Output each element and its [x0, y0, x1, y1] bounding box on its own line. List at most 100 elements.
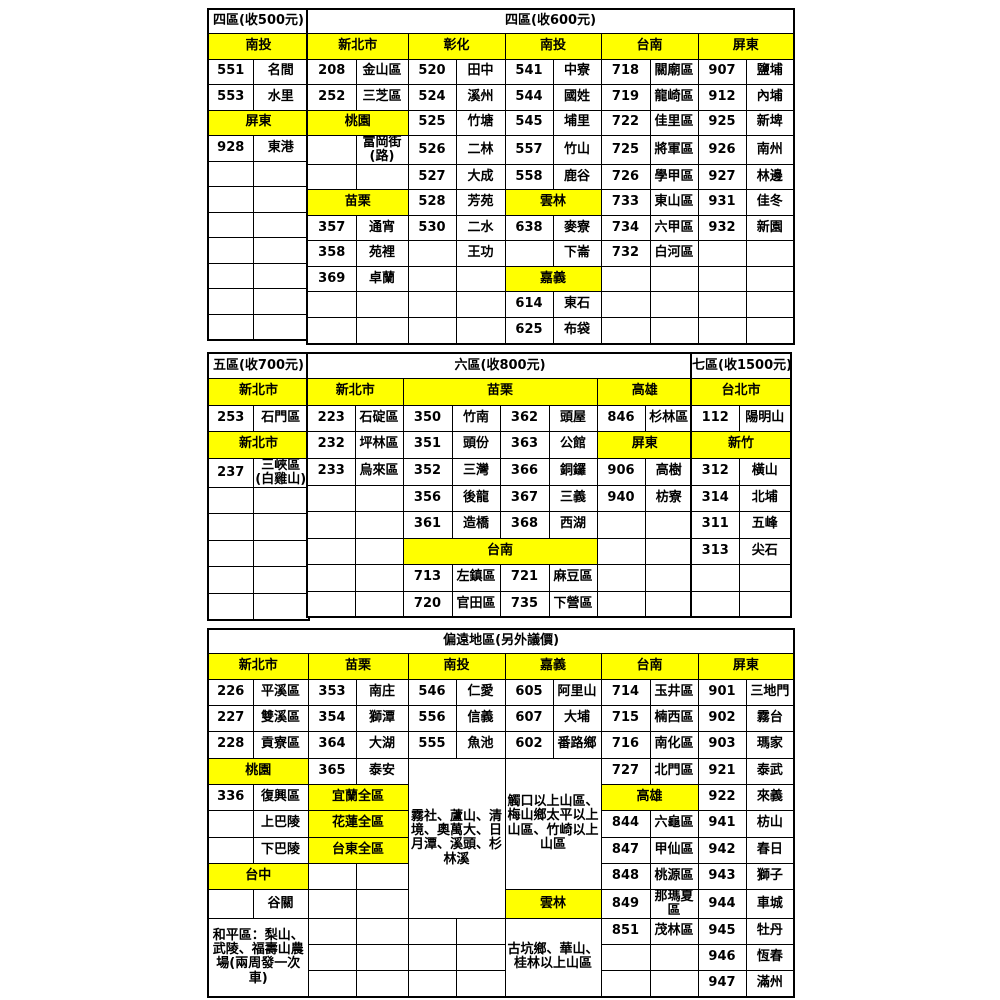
table-row: 台中 848 桃源區 943 獅子: [207, 862, 795, 890]
empty-cell: [252, 566, 310, 595]
postal-code: 946: [697, 944, 747, 972]
table-row: 下巴陵 台東全區 847 甲仙區 942 春日: [207, 836, 795, 864]
area-name: 楠西區: [649, 704, 699, 732]
postal-code: 223: [306, 404, 356, 432]
area-name: 貢寮區: [252, 730, 309, 759]
empty-cell: [649, 970, 699, 998]
region-header: 彰化: [407, 32, 506, 60]
empty-cell: [649, 944, 699, 972]
empty-cell: [407, 970, 457, 998]
postal-code: 356: [402, 484, 453, 512]
empty-cell: [596, 563, 646, 592]
region-header: 南投: [504, 32, 602, 60]
table-row: [207, 160, 310, 187]
postal-code: 524: [407, 83, 457, 111]
area-name: 王功: [455, 240, 506, 268]
region-header: 花蓮全區: [307, 809, 409, 838]
postal-code: 727: [600, 757, 651, 785]
area-note: 和平區：梨山、武陵、福壽山農場(兩周發一次車): [207, 918, 309, 998]
area-name: 左鎮區: [451, 563, 501, 592]
table-row: 313 尖石: [690, 537, 792, 565]
table-row: [690, 563, 792, 592]
area-name: 大成: [455, 164, 506, 191]
postal-code: 716: [600, 730, 651, 759]
empty-cell: [649, 291, 699, 319]
area-name: 水里: [252, 83, 310, 111]
empty-cell: [207, 185, 254, 213]
empty-cell: [207, 513, 254, 542]
area-name: 滿州: [745, 970, 795, 998]
area-name: 麥寮: [552, 215, 602, 242]
postal-code: 365: [307, 757, 357, 785]
empty-cell: [690, 563, 740, 592]
empty-cell: [307, 918, 357, 946]
empty-cell: [355, 164, 409, 191]
empty-cell: [407, 944, 457, 972]
postal-code: 903: [697, 730, 747, 759]
table-row: 四區(收600元): [306, 8, 795, 34]
zone4-fee600-table: 四區(收600元) 新北市 彰化 南投 台南 屏東 208 金山區 520 田中 541 中寮 718 關…: [306, 8, 796, 345]
table-row: 桃園 525 竹塘 545 埔里 722 佳里區 925 新埤: [306, 109, 795, 136]
region-header: 高雄: [600, 783, 699, 811]
postal-code: 553: [207, 83, 254, 111]
empty-cell: [600, 970, 651, 998]
region-header: 屏東: [207, 109, 310, 136]
empty-cell: [306, 563, 356, 592]
empty-cell: [407, 291, 457, 319]
area-name: 龍崎區: [649, 83, 699, 111]
area-name: 上巴陵: [252, 809, 309, 838]
postal-code: 715: [600, 704, 651, 732]
area-name: 佳里區: [649, 109, 699, 136]
empty-cell: [644, 510, 694, 539]
table-row: 226 平溪區 353 南庄 546 仁愛 605 阿里山 714 玉井區 901 三地門: [207, 678, 795, 706]
area-name: 北埔: [738, 484, 792, 512]
empty-cell: [306, 291, 357, 319]
postal-code: 208: [306, 58, 357, 85]
table-row: [207, 262, 310, 289]
region-header: 桃園: [207, 757, 309, 785]
empty-cell: [355, 291, 409, 319]
postal-code: 926: [697, 134, 747, 166]
table-row: 和平區：梨山、武陵、福壽山農場(兩周發一次車) 古坑鄉、華山、桂林以上山區 851 茂…: [207, 918, 795, 998]
table-row: [207, 487, 310, 515]
area-name: 金山區: [355, 58, 409, 85]
empty-cell: [745, 266, 795, 293]
postal-code: 718: [600, 58, 651, 85]
postal-code: 363: [499, 430, 550, 459]
empty-cell: [306, 484, 356, 512]
zone4-fee500-table: 四區(收500元) 南投 551 名間 553 水里 屏東 928 東港: [207, 8, 310, 341]
postal-code: 851: [600, 918, 651, 946]
region-header: 台中: [207, 862, 309, 890]
area-name: 通宵: [355, 215, 409, 242]
area-name: 恆春: [745, 944, 795, 972]
area-name: 東石: [552, 291, 602, 319]
zone7-fee1500-table: 七區(收1500元) 台北市 112 陽明山 新竹 312 橫山 314 北埔 311 五峰 313 尖…: [690, 352, 793, 618]
postal-code: 927: [697, 164, 747, 191]
table-row: [207, 236, 310, 264]
area-name: 苑裡: [355, 240, 409, 268]
area-name: 鹿谷: [552, 164, 602, 191]
table-row: 新北市 苗栗 南投 嘉義 台南 屏東: [207, 652, 795, 680]
postal-code: 726: [600, 164, 651, 191]
table-row: 527 大成 558 鹿谷 726 學甲區 927 林邊: [306, 164, 795, 191]
area-name: 造橋: [451, 510, 501, 539]
table-row: 新北市 彰化 南投 台南 屏東: [306, 32, 795, 60]
region-header: 台東全區: [307, 836, 409, 864]
area-name: 公館: [548, 430, 598, 459]
area-name: 烏來區: [354, 457, 404, 486]
area-name: 名間: [252, 58, 310, 85]
area-name: 新園: [745, 215, 795, 242]
postal-code: 544: [504, 83, 554, 111]
area-name: 下巴陵: [252, 836, 309, 864]
table-row: 312 橫山: [690, 457, 792, 486]
postal-code: 912: [697, 83, 747, 111]
region-header: 苗栗: [306, 189, 409, 217]
area-note: 霧社、蘆山、清境、奧萬大、日月潭、溪頭、杉林溪: [407, 757, 506, 920]
area-name: 下崙: [552, 240, 602, 268]
empty-cell: [207, 809, 254, 838]
empty-cell: [455, 317, 506, 345]
table-row: 偏遠地區(另外議價): [207, 628, 795, 654]
empty-cell: [207, 313, 254, 341]
empty-cell: [455, 266, 506, 293]
empty-cell: [252, 236, 310, 264]
